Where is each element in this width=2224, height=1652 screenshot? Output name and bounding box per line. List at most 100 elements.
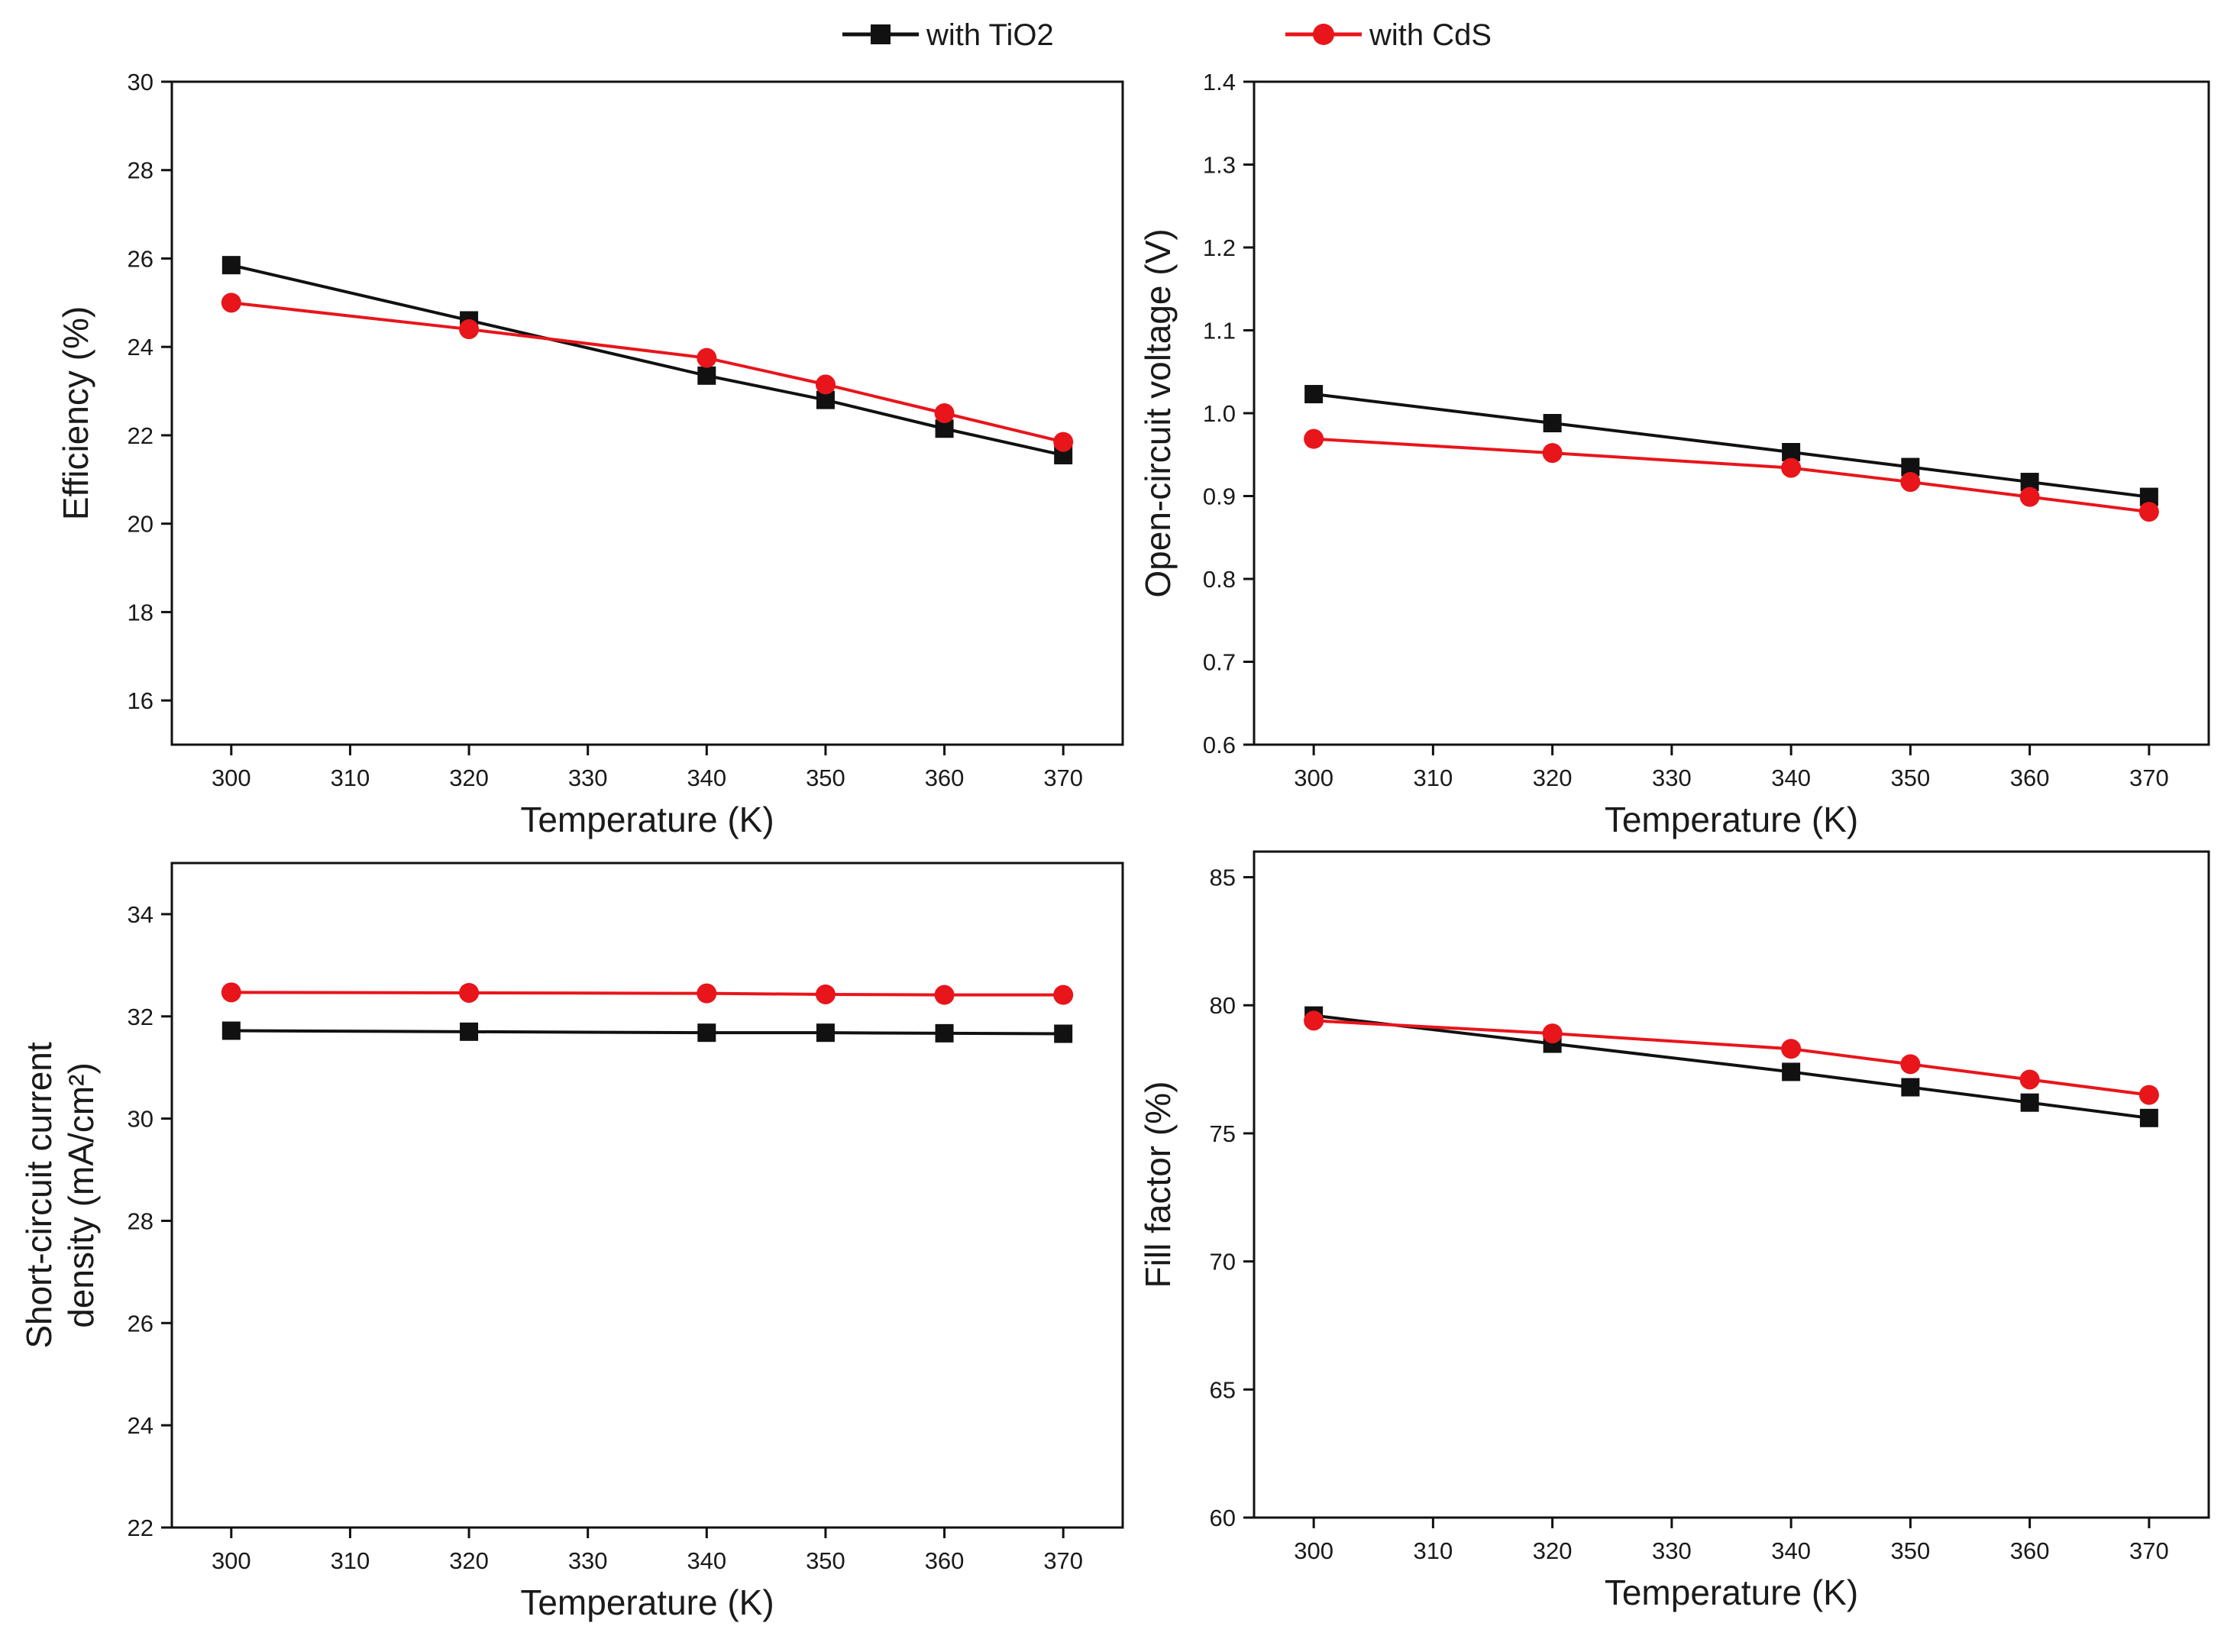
data-point-with-tio2 xyxy=(697,366,716,385)
data-point-with-cds xyxy=(1542,443,1563,464)
y-tick-label: 0.9 xyxy=(1203,483,1236,510)
data-point-with-tio2 xyxy=(1901,1078,1920,1097)
data-point-with-cds xyxy=(1900,1054,1921,1075)
data-point-with-cds xyxy=(1053,984,1074,1005)
y-tick-label: 16 xyxy=(128,687,154,714)
x-tick-label: 310 xyxy=(1414,1537,1453,1564)
y-tick-label: 24 xyxy=(128,334,154,360)
data-point-with-tio2 xyxy=(697,1023,716,1043)
series-line-with-cds xyxy=(231,991,1064,997)
x-tick-label: 360 xyxy=(2010,765,2050,791)
y-tick-label: 1.4 xyxy=(1203,69,1236,95)
x-tick-label: 340 xyxy=(687,765,726,791)
y-axis-title: density (mA/cm²) xyxy=(61,1062,101,1328)
plot-frame xyxy=(170,80,1124,746)
legend-label-tio2: with TiO2 xyxy=(926,18,1054,52)
plot-frame xyxy=(1253,80,2210,746)
x-tick-label: 300 xyxy=(1294,1537,1333,1564)
x-tick-label: 310 xyxy=(331,765,370,791)
series-line-with-tio2 xyxy=(231,1029,1064,1036)
data-point-with-tio2 xyxy=(221,1021,241,1040)
data-point-with-tio2 xyxy=(1782,1062,1801,1081)
x-tick-label: 320 xyxy=(1533,1537,1573,1564)
x-tick-label: 320 xyxy=(449,765,489,791)
x-tick-label: 340 xyxy=(687,1547,726,1574)
y-tick-label: 0.8 xyxy=(1203,566,1236,593)
data-point-with-tio2 xyxy=(816,1023,835,1043)
data-point-with-cds xyxy=(934,984,955,1005)
series-line-with-tio2 xyxy=(1313,1014,2150,1120)
data-point-with-cds xyxy=(1781,1039,1802,1059)
y-tick-label: 65 xyxy=(1210,1376,1236,1403)
y-tick-label: 1.3 xyxy=(1203,152,1236,179)
data-point-with-cds xyxy=(697,983,717,1004)
y-tick-label: 30 xyxy=(128,69,154,95)
series-line-with-tio2 xyxy=(1313,393,2150,499)
x-tick-label: 350 xyxy=(1891,765,1931,791)
data-point-with-cds xyxy=(1304,1010,1324,1031)
y-tick-label: 1.0 xyxy=(1203,400,1236,427)
legend-item-cds: with CdS xyxy=(1285,18,1492,52)
x-tick-label: 370 xyxy=(1043,765,1083,791)
x-tick-label: 330 xyxy=(568,1547,608,1574)
y-tick-label: 26 xyxy=(128,1310,154,1337)
y-tick-label: 0.6 xyxy=(1203,732,1236,758)
series-line-with-cds xyxy=(231,301,1064,444)
x-tick-label: 310 xyxy=(1414,765,1453,791)
y-tick-label: 75 xyxy=(1210,1120,1236,1147)
x-tick-label: 350 xyxy=(1891,1537,1931,1564)
x-tick-label: 360 xyxy=(925,765,965,791)
x-tick-label: 370 xyxy=(2129,765,2169,791)
data-point-with-cds xyxy=(2138,502,2159,522)
x-tick-label: 300 xyxy=(1294,765,1333,791)
data-point-with-cds xyxy=(934,403,955,423)
data-point-with-cds xyxy=(221,982,241,1003)
data-point-with-cds xyxy=(1900,472,1921,493)
y-tick-label: 60 xyxy=(1210,1505,1236,1531)
legend-label-cds: with CdS xyxy=(1369,18,1492,52)
y-tick-label: 0.7 xyxy=(1203,649,1236,676)
data-point-with-cds xyxy=(459,982,480,1003)
x-tick-label: 300 xyxy=(212,765,251,791)
data-point-with-cds xyxy=(1542,1023,1563,1044)
x-tick-label: 360 xyxy=(2010,1537,2050,1564)
y-axis-title: Efficiency (%) xyxy=(56,306,95,520)
y-tick-label: 1.2 xyxy=(1203,234,1236,261)
data-point-with-tio2 xyxy=(1304,385,1324,404)
data-point-with-cds xyxy=(2019,1069,2040,1090)
x-axis-title: Temperature (K) xyxy=(520,1582,774,1622)
series-line-with-cds xyxy=(1314,437,2150,514)
x-tick-label: 310 xyxy=(331,1547,370,1574)
x-tick-label: 330 xyxy=(1652,765,1692,791)
data-point-with-cds xyxy=(221,293,241,313)
data-point-with-cds xyxy=(815,374,836,395)
legend: with TiO2 with CdS xyxy=(842,18,1492,52)
x-axis-title: Temperature (K) xyxy=(1605,1573,1858,1612)
data-point-with-cds xyxy=(2019,487,2040,507)
x-tick-label: 370 xyxy=(2129,1537,2169,1564)
series-line-with-cds xyxy=(1314,1019,2150,1097)
data-point-with-cds xyxy=(1781,457,1802,478)
data-point-with-tio2 xyxy=(460,1022,479,1041)
data-point-with-tio2 xyxy=(2020,1093,2039,1112)
y-axis-title: Short-circuit current xyxy=(19,1042,59,1349)
charts-layer: 300 310 320 330 340 350 360 370 16 18 20 22 24 26 28 30… xyxy=(19,69,2210,1622)
data-point-with-cds xyxy=(1053,432,1074,452)
y-tick-label: 20 xyxy=(128,511,154,538)
y-tick-label: 22 xyxy=(128,1515,154,1541)
y-tick-label: 18 xyxy=(128,599,154,626)
data-point-with-tio2 xyxy=(2139,1108,2158,1127)
chart-panel-4: 300 310 320 330 340 350 360 370 60 65 70 75 80 85 Temp… xyxy=(1138,850,2210,1612)
plot-frame xyxy=(170,862,1124,1529)
data-point-with-cds xyxy=(697,348,717,368)
x-tick-label: 340 xyxy=(1771,765,1811,791)
x-tick-label: 340 xyxy=(1771,1537,1811,1564)
x-tick-label: 360 xyxy=(925,1547,965,1574)
x-tick-label: 300 xyxy=(212,1547,251,1574)
y-tick-label: 28 xyxy=(128,1207,154,1234)
y-tick-label: 80 xyxy=(1210,992,1236,1019)
x-tick-label: 320 xyxy=(1533,765,1573,791)
data-point-with-tio2 xyxy=(221,256,241,275)
x-tick-label: 330 xyxy=(568,765,608,791)
